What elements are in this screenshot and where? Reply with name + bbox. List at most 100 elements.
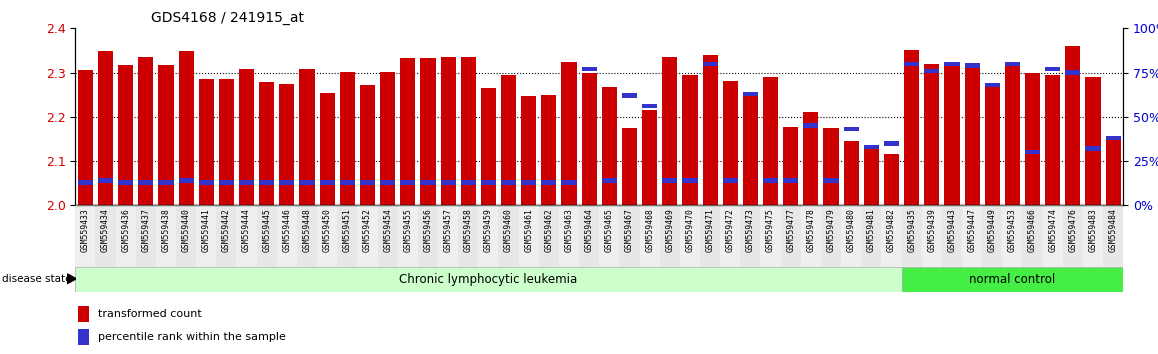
Bar <box>723 81 738 205</box>
Bar <box>680 205 701 267</box>
Bar <box>1083 205 1104 267</box>
Bar <box>300 180 315 184</box>
Bar <box>118 180 133 184</box>
Bar <box>219 180 234 184</box>
Text: GSM559451: GSM559451 <box>343 209 352 252</box>
Bar <box>478 205 498 267</box>
Bar <box>984 86 999 205</box>
Bar <box>300 69 315 205</box>
Bar <box>116 205 135 267</box>
Bar <box>703 55 718 205</box>
Bar <box>1046 75 1061 205</box>
Bar <box>339 72 354 205</box>
Text: percentile rank within the sample: percentile rank within the sample <box>98 332 286 342</box>
Bar <box>984 83 999 87</box>
Text: GSM559437: GSM559437 <box>141 209 151 252</box>
Text: GSM559443: GSM559443 <box>947 209 957 252</box>
Bar <box>620 205 639 267</box>
Bar <box>317 205 337 267</box>
Bar <box>277 205 296 267</box>
Bar <box>397 205 418 267</box>
Bar <box>904 51 919 205</box>
Text: GSM559470: GSM559470 <box>686 209 695 252</box>
Text: GSM559478: GSM559478 <box>806 209 815 252</box>
Text: GSM559461: GSM559461 <box>525 209 533 252</box>
Text: GSM559435: GSM559435 <box>907 209 916 252</box>
Bar <box>639 205 660 267</box>
Bar <box>823 178 838 183</box>
Bar <box>904 62 919 66</box>
Text: GSM559454: GSM559454 <box>383 209 393 252</box>
Bar <box>965 64 980 205</box>
Bar <box>902 267 1123 292</box>
Bar <box>581 73 596 205</box>
Bar <box>239 180 254 184</box>
Text: GSM559481: GSM559481 <box>867 209 875 252</box>
Bar <box>1003 205 1023 267</box>
Bar <box>1106 136 1121 140</box>
Bar <box>176 205 196 267</box>
Bar <box>602 87 617 205</box>
Bar <box>401 58 416 205</box>
Bar <box>538 205 559 267</box>
Bar <box>360 85 375 205</box>
Bar <box>945 62 960 66</box>
Bar <box>257 205 277 267</box>
Bar <box>217 205 236 267</box>
Bar <box>360 180 375 184</box>
Bar <box>541 180 557 184</box>
Text: GSM559452: GSM559452 <box>362 209 372 252</box>
Bar <box>622 93 637 98</box>
Bar <box>320 180 335 184</box>
Bar <box>881 205 902 267</box>
Text: GSM559460: GSM559460 <box>504 209 513 252</box>
Bar <box>1005 66 1020 205</box>
Bar <box>941 205 962 267</box>
Bar <box>844 127 859 131</box>
Bar <box>481 180 496 184</box>
Bar <box>156 205 176 267</box>
Bar <box>236 205 257 267</box>
Bar <box>703 62 718 66</box>
Bar <box>1025 150 1040 154</box>
Bar <box>75 205 95 267</box>
Bar <box>902 205 922 267</box>
Bar <box>763 178 778 183</box>
Text: GSM559482: GSM559482 <box>887 209 896 252</box>
Text: GSM559459: GSM559459 <box>484 209 493 252</box>
Bar <box>1005 62 1020 66</box>
Bar <box>358 205 378 267</box>
Text: GSM559472: GSM559472 <box>726 209 735 252</box>
Text: GSM559467: GSM559467 <box>625 209 633 252</box>
Text: GSM559484: GSM559484 <box>1108 209 1117 252</box>
Text: GSM559463: GSM559463 <box>565 209 573 252</box>
Bar <box>922 205 941 267</box>
Bar <box>339 180 354 184</box>
Text: GSM559439: GSM559439 <box>928 209 937 252</box>
Bar <box>804 113 819 205</box>
Bar <box>823 128 838 205</box>
Bar <box>924 69 939 73</box>
Text: GSM559475: GSM559475 <box>767 209 775 252</box>
Bar <box>380 72 395 205</box>
Text: GSM559444: GSM559444 <box>242 209 251 252</box>
Bar <box>380 180 395 184</box>
Text: GSM559450: GSM559450 <box>323 209 331 252</box>
Text: GSM559433: GSM559433 <box>81 209 90 252</box>
Bar <box>783 178 798 183</box>
Text: GSM559455: GSM559455 <box>403 209 412 252</box>
Bar <box>541 95 557 205</box>
Bar <box>1046 67 1061 71</box>
Bar <box>320 93 335 205</box>
Bar <box>118 65 133 205</box>
Text: GDS4168 / 241915_at: GDS4168 / 241915_at <box>151 11 303 25</box>
Bar <box>461 180 476 184</box>
Bar <box>1065 70 1080 75</box>
Bar <box>135 205 156 267</box>
Bar <box>138 57 153 205</box>
Bar <box>521 180 536 184</box>
Text: GSM559471: GSM559471 <box>705 209 714 252</box>
Bar <box>219 79 234 205</box>
Bar <box>682 75 697 205</box>
Bar <box>662 57 677 205</box>
